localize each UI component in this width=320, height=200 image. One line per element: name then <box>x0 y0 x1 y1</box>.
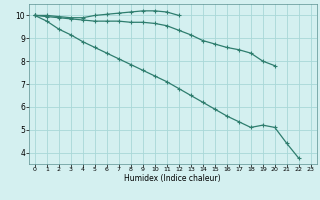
X-axis label: Humidex (Indice chaleur): Humidex (Indice chaleur) <box>124 174 221 183</box>
